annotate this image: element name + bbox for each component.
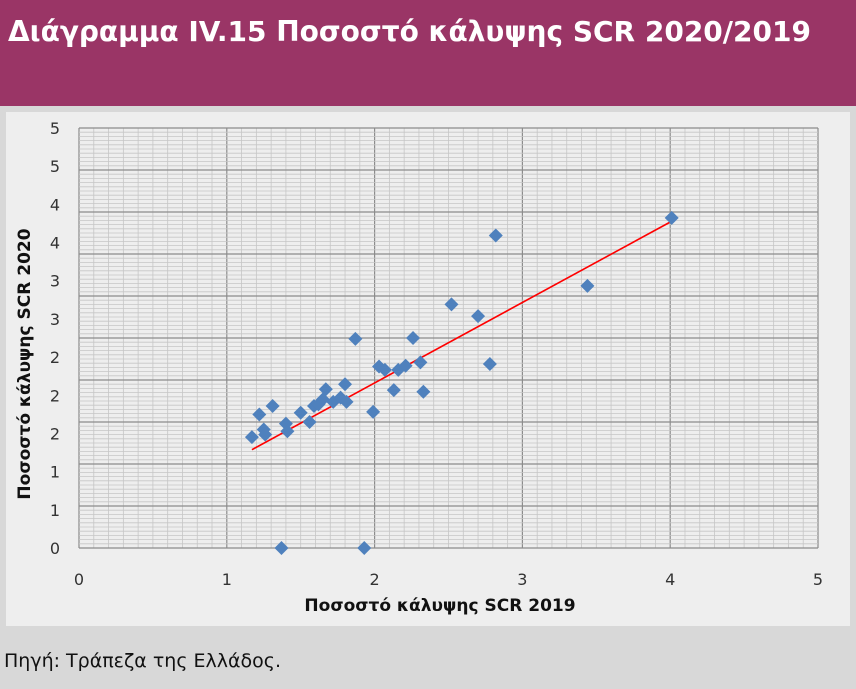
y-tick-label: 0 bbox=[50, 539, 60, 558]
data-point bbox=[280, 424, 295, 439]
y-tick-label: 1 bbox=[50, 463, 60, 482]
y-tick-label: 4 bbox=[50, 195, 60, 214]
data-point bbox=[386, 383, 401, 398]
points-layer bbox=[244, 210, 679, 555]
data-point bbox=[488, 228, 503, 243]
y-tick-label: 3 bbox=[50, 310, 60, 329]
data-point bbox=[318, 382, 333, 397]
y-tick-label: 2 bbox=[50, 348, 60, 367]
chart-title: Διάγραμμα IV.15 Ποσοστό κάλυψης SCR 2020… bbox=[8, 15, 811, 48]
data-point bbox=[366, 404, 381, 419]
x-tick-label: 4 bbox=[665, 570, 675, 589]
x-axis-label: Ποσοστό κάλυψης SCR 2019 bbox=[304, 596, 575, 616]
data-point bbox=[482, 357, 497, 372]
data-point bbox=[664, 210, 679, 225]
data-point bbox=[471, 309, 486, 324]
y-tick-label: 3 bbox=[50, 272, 60, 291]
data-point bbox=[315, 392, 330, 407]
x-tick-label: 2 bbox=[370, 570, 380, 589]
data-point bbox=[339, 394, 354, 409]
source-note: Πηγή: Τράπεζα της Ελλάδος. bbox=[4, 650, 281, 672]
data-point bbox=[302, 415, 317, 429]
data-point bbox=[293, 405, 308, 420]
y-tick-label: 2 bbox=[50, 424, 60, 443]
plot-background bbox=[6, 112, 850, 626]
y-axis-label: Ποσοστό κάλυψης SCR 2020 bbox=[15, 228, 35, 499]
data-point bbox=[406, 331, 421, 345]
data-point bbox=[258, 427, 273, 442]
data-point bbox=[377, 362, 392, 377]
x-tick-labels: 0 1 2 3 4 5 bbox=[74, 570, 823, 589]
data-point bbox=[348, 331, 363, 346]
data-point bbox=[357, 541, 372, 555]
grid-lines bbox=[78, 127, 819, 549]
chart-header: Διάγραμμα IV.15 Ποσοστό κάλυψης SCR 2020… bbox=[0, 0, 856, 106]
x-tick-label: 0 bbox=[74, 570, 84, 589]
x-tick-label: 3 bbox=[517, 570, 527, 589]
chart-panel: Πηγή: Τράπεζα της Ελλάδος. bbox=[0, 106, 856, 689]
data-point bbox=[398, 358, 413, 373]
trendline-layer bbox=[251, 220, 673, 451]
data-point bbox=[580, 278, 595, 293]
data-point bbox=[338, 377, 353, 392]
y-tick-label: 1 bbox=[50, 501, 60, 520]
data-point bbox=[252, 407, 267, 422]
y-tick-label: 5 bbox=[50, 157, 60, 176]
data-point bbox=[244, 430, 259, 445]
x-tick-label: 5 bbox=[813, 570, 823, 589]
y-tick-label: 5 bbox=[50, 119, 60, 138]
data-point bbox=[416, 384, 431, 399]
y-tick-label: 4 bbox=[50, 234, 60, 253]
y-tick-labels: 0 1 1 2 2 2 3 3 4 4 5 5 bbox=[50, 119, 60, 558]
data-point bbox=[413, 355, 428, 370]
data-point bbox=[274, 541, 289, 555]
data-point bbox=[444, 297, 459, 312]
y-tick-label: 2 bbox=[50, 386, 60, 405]
x-tick-label: 1 bbox=[222, 570, 232, 589]
trendline bbox=[251, 220, 673, 451]
data-point bbox=[265, 399, 280, 414]
